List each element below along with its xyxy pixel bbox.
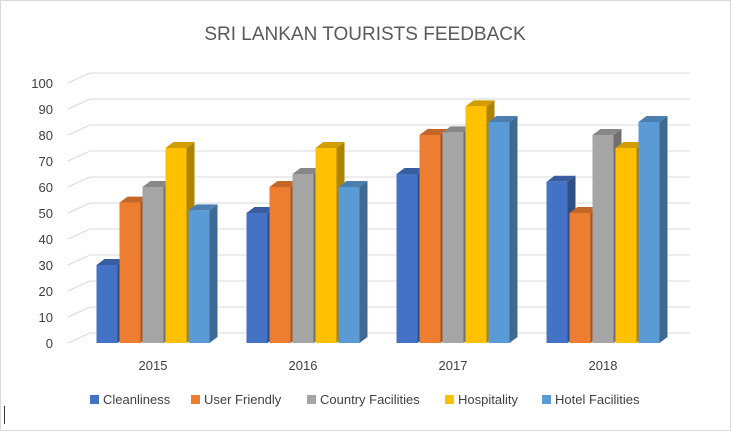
bar-front <box>638 122 660 343</box>
bar-front <box>292 174 314 343</box>
bar-front <box>119 202 141 343</box>
legend-item: Cleanliness <box>90 392 171 407</box>
bar-front <box>488 122 510 343</box>
bars <box>96 100 668 344</box>
y-tick-label: 10 <box>39 310 53 325</box>
y-tick-label: 40 <box>39 232 53 247</box>
legend-label: Country Facilities <box>320 392 420 407</box>
y-tick-label: 20 <box>39 284 53 299</box>
bar <box>638 116 668 343</box>
x-axis-labels: 2015 2016 2017 2018 <box>139 358 618 373</box>
bar-front <box>569 213 591 343</box>
bar-side <box>659 116 668 343</box>
y-tick-label: 60 <box>39 180 53 195</box>
y-tick-label: 30 <box>39 258 53 273</box>
bar-top <box>592 129 622 135</box>
bar-top <box>442 126 472 133</box>
legend-item: User Friendly <box>191 392 282 407</box>
legend-item: Hotel Facilities <box>542 392 640 407</box>
gridline <box>67 98 690 110</box>
bar-top <box>569 207 599 213</box>
x-tick-label: 2016 <box>289 358 318 373</box>
x-tick-label: 2018 <box>589 358 618 373</box>
y-tick-label: 90 <box>39 102 53 117</box>
bar-top <box>246 207 276 213</box>
bar-front <box>396 174 418 343</box>
bar-front <box>442 132 464 343</box>
y-tick-label: 50 <box>39 206 53 221</box>
chart-title: SRI LANKAN TOURISTS FEEDBACK <box>204 24 526 45</box>
bar-top <box>419 129 449 135</box>
bar-front <box>546 181 568 343</box>
bar-front <box>269 187 291 343</box>
bar-front <box>315 148 337 343</box>
bar-side <box>209 204 218 343</box>
bar-top <box>338 181 368 187</box>
bar-top <box>615 142 645 148</box>
y-tick-label: 0 <box>46 336 53 351</box>
bar-top <box>315 142 345 148</box>
bar-top <box>488 116 518 122</box>
bar-front <box>142 187 164 343</box>
legend-label: Cleanliness <box>103 392 171 407</box>
legend-item: Country Facilities <box>307 392 420 407</box>
legend-swatch <box>90 395 99 404</box>
legend-swatch <box>445 395 454 404</box>
bar-front <box>338 187 360 343</box>
legend-swatch <box>542 395 551 404</box>
y-tick-label: 70 <box>39 154 53 169</box>
bar-top <box>546 175 576 182</box>
y-tick-label: 100 <box>31 76 53 91</box>
bar-top <box>96 259 126 265</box>
text-cursor <box>4 406 5 424</box>
bar-front <box>165 148 187 343</box>
bar-top <box>269 181 299 187</box>
bar-front <box>96 265 118 343</box>
bar-top <box>465 100 495 107</box>
y-axis-ticks: 0 10 20 30 40 50 60 70 80 90 100 <box>31 76 53 351</box>
bar-top <box>188 204 218 211</box>
bar-top <box>119 196 149 203</box>
bar-top <box>165 142 195 148</box>
bar-top <box>142 181 172 187</box>
bar-side <box>509 116 518 343</box>
gridline <box>67 72 690 84</box>
bar <box>338 181 368 343</box>
bar <box>488 116 518 343</box>
legend-item: Hospitality <box>445 392 518 407</box>
bar-side <box>359 181 368 343</box>
bar-top <box>292 168 322 174</box>
bar-front <box>246 213 268 343</box>
bar-top <box>638 116 668 122</box>
bar-front <box>465 106 487 344</box>
legend-label: User Friendly <box>204 392 282 407</box>
x-tick-label: 2017 <box>439 358 468 373</box>
y-tick-label: 80 <box>39 128 53 143</box>
bar-front <box>592 135 614 343</box>
bar-front <box>188 210 210 343</box>
bar-front <box>615 148 637 343</box>
bar-front <box>419 135 441 343</box>
legend-swatch <box>191 395 200 404</box>
bar <box>188 204 218 343</box>
legend-label: Hotel Facilities <box>555 392 640 407</box>
legend: Cleanliness User Friendly Country Faciliti… <box>90 392 640 407</box>
bar-top <box>396 168 426 174</box>
legend-label: Hospitality <box>458 392 518 407</box>
x-tick-label: 2015 <box>139 358 168 373</box>
legend-swatch <box>307 395 316 404</box>
